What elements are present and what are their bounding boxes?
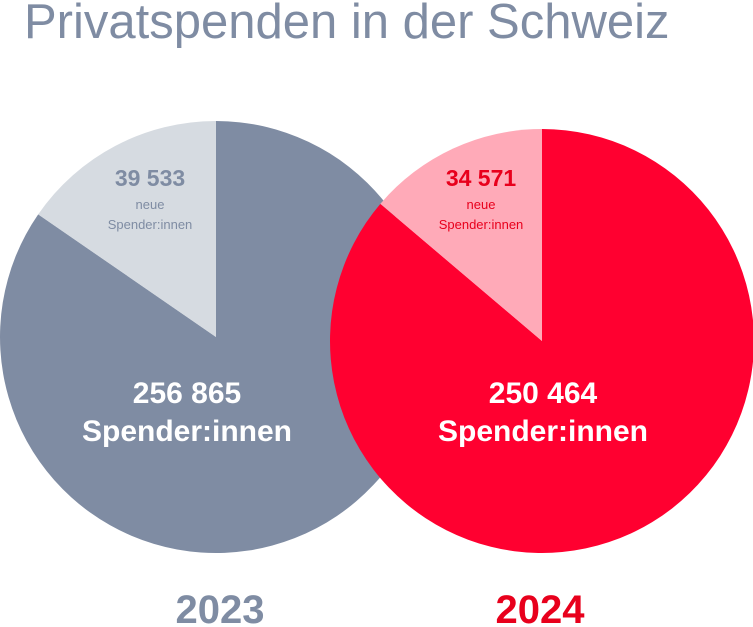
total-caption: Spender:innen: [438, 415, 648, 448]
slice-total-2024: [330, 129, 753, 553]
new-caption-line1: neue: [136, 197, 165, 212]
pie-2023: 39 533 neue Spender:innen 256 865 Spender:in…: [0, 121, 432, 553]
new-caption-line1: neue: [467, 197, 496, 212]
year-label: 2024: [496, 588, 586, 627]
pie-2024: 34 571 neue Spender:innen 250 464 Spender:in…: [330, 129, 753, 553]
total-caption: Spender:innen: [82, 415, 292, 448]
slice-new-2024: [380, 129, 542, 341]
total-count-label: 256 865: [133, 377, 241, 410]
new-caption-line2: Spender:innen: [439, 217, 524, 232]
slice-total-2023: [0, 121, 432, 553]
total-count-label: 250 464: [489, 377, 598, 410]
year-label: 2023: [176, 588, 265, 627]
new-count-label: 34 571: [446, 165, 517, 191]
slice-new-2023: [38, 121, 217, 337]
new-caption-line2: Spender:innen: [108, 217, 193, 232]
chart-title: Privatspenden in der Schweiz: [24, 0, 670, 49]
new-count-label: 39 533: [115, 165, 185, 191]
